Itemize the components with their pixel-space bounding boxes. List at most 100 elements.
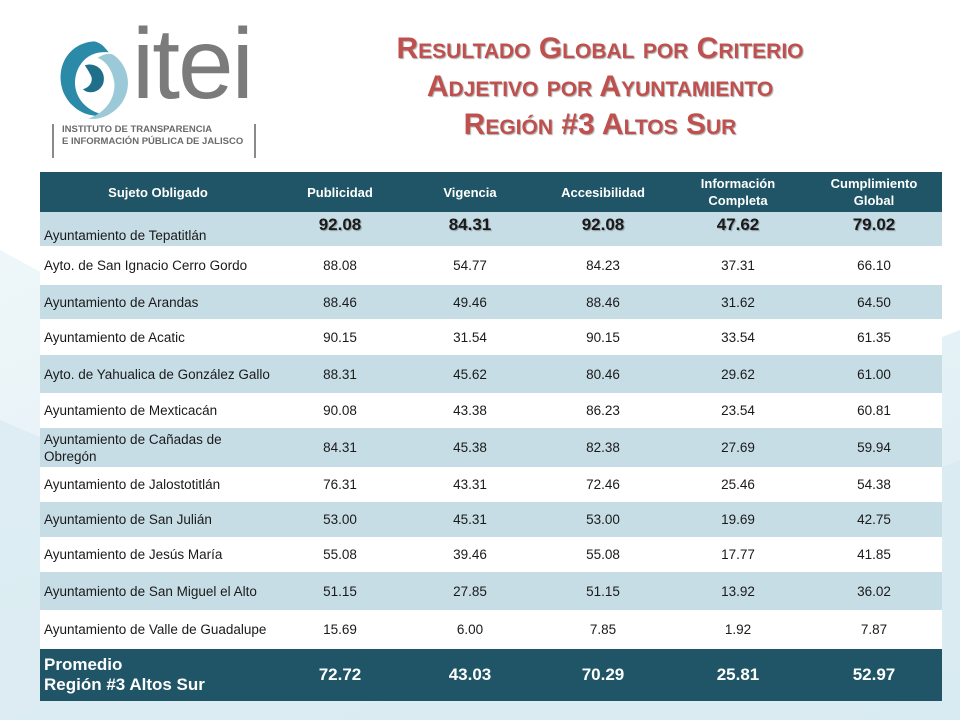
row-value: 90.08	[276, 393, 404, 428]
row-value: 31.62	[670, 285, 806, 319]
header-sujeto-obligado: Sujeto Obligado	[40, 172, 276, 212]
row-value: 55.08	[536, 537, 670, 572]
row-name: Ayuntamiento de Mexticacán	[40, 393, 276, 428]
row-value: 79.02	[806, 212, 942, 246]
row-value: 15.69	[276, 610, 404, 649]
table-row: Ayuntamiento de Jalostotitlán 76.31 43.31 7…	[40, 467, 942, 502]
footer-value: 52.97	[806, 649, 942, 701]
logo-subtitle: INSTITUTO DE TRANSPARENCIA E INFORMACIÓN…	[52, 124, 256, 158]
row-value: 27.69	[670, 428, 806, 467]
itei-swirl-logo-icon	[60, 41, 128, 119]
row-value: 76.31	[276, 467, 404, 502]
row-value: 42.75	[806, 502, 942, 537]
row-value: 64.50	[806, 285, 942, 319]
row-value: 45.62	[404, 355, 536, 393]
row-value: 92.08	[536, 212, 670, 246]
row-value: 88.46	[536, 285, 670, 319]
table-header-row: Sujeto Obligado Publicidad Vigencia Acce…	[40, 172, 942, 212]
row-value: 37.31	[670, 246, 806, 285]
header-vigencia: Vigencia	[404, 172, 536, 212]
row-value: 51.15	[276, 572, 404, 610]
results-table: Sujeto Obligado Publicidad Vigencia Acce…	[40, 172, 942, 701]
table-row: Ayuntamiento de Tepatitlán 92.08 84.31 92.0…	[40, 212, 942, 246]
row-value: 61.00	[806, 355, 942, 393]
row-value: 27.85	[404, 572, 536, 610]
table-row: Ayuntamiento de Acatic 90.15 31.54 90.15 33.…	[40, 319, 942, 355]
header-accesibilidad: Accesibilidad	[536, 172, 670, 212]
footer-label-line1: Promedio	[44, 655, 123, 674]
row-value: 49.46	[404, 285, 536, 319]
row-value: 54.38	[806, 467, 942, 502]
footer-value: 25.81	[670, 649, 806, 701]
row-value: 84.31	[404, 212, 536, 246]
header-cumplimiento-global: Cumplimiento Global	[806, 172, 942, 212]
title-line3: Región #3 Altos Sur	[463, 108, 737, 141]
row-value: 41.85	[806, 537, 942, 572]
row-value: 92.08	[276, 212, 404, 246]
row-value: 55.08	[276, 537, 404, 572]
row-name: Ayuntamiento de Cañadas de Obregón	[40, 428, 276, 467]
row-name: Ayuntamiento de Jalostotitlán	[40, 467, 276, 502]
row-value: 88.46	[276, 285, 404, 319]
row-value: 90.15	[276, 319, 404, 355]
row-value: 23.54	[670, 393, 806, 428]
footer-value: 72.72	[276, 649, 404, 701]
row-value: 61.35	[806, 319, 942, 355]
row-value: 80.46	[536, 355, 670, 393]
row-value: 45.38	[404, 428, 536, 467]
logo-subtitle-line2: E INFORMACIÓN PÚBLICA DE JALISCO	[62, 136, 244, 147]
row-value: 66.10	[806, 246, 942, 285]
footer-value: 43.03	[404, 649, 536, 701]
table-row: Ayuntamiento de Arandas 88.46 49.46 88.46 31…	[40, 285, 942, 319]
row-value: 72.46	[536, 467, 670, 502]
row-value: 60.81	[806, 393, 942, 428]
row-value: 36.02	[806, 572, 942, 610]
row-value: 82.38	[536, 428, 670, 467]
row-value: 84.31	[276, 428, 404, 467]
row-value: 33.54	[670, 319, 806, 355]
row-value: 51.15	[536, 572, 670, 610]
row-value: 43.31	[404, 467, 536, 502]
row-name: Ayuntamiento de Tepatitlán	[40, 212, 276, 246]
table-row: Ayto. de San Ignacio Cerro Gordo 88.08 54.…	[40, 246, 942, 285]
row-value: 53.00	[276, 502, 404, 537]
row-value: 39.46	[404, 537, 536, 572]
title-line2: Adjetivo por Ayuntamiento	[426, 70, 774, 103]
table-row: Ayto. de Yahualica de González Gallo 88.3…	[40, 355, 942, 393]
row-value: 6.00	[404, 610, 536, 649]
row-name: Ayto. de San Ignacio Cerro Gordo	[40, 246, 276, 285]
row-name: Ayuntamiento de San Julián	[40, 502, 276, 537]
row-value: 1.92	[670, 610, 806, 649]
row-value: 54.77	[404, 246, 536, 285]
row-value: 29.62	[670, 355, 806, 393]
itei-logo: itei INSTITUTO DE TRANSPARENCIA E INFORM…	[40, 14, 280, 158]
row-value: 25.46	[670, 467, 806, 502]
row-value: 31.54	[404, 319, 536, 355]
row-value: 53.00	[536, 502, 670, 537]
table-row: Ayuntamiento de San Julián 53.00 45.31 53.0…	[40, 502, 942, 537]
row-name: Ayuntamiento de Jesús María	[40, 537, 276, 572]
row-name: Ayuntamiento de Acatic	[40, 319, 276, 355]
logo-wordmark: itei	[132, 8, 254, 120]
row-value: 7.85	[536, 610, 670, 649]
title-line1: Resultado Global por Criterio	[396, 32, 804, 65]
row-value: 19.69	[670, 502, 806, 537]
row-value: 13.92	[670, 572, 806, 610]
row-name: Ayuntamiento de Arandas	[40, 285, 276, 319]
row-value: 47.62	[670, 212, 806, 246]
row-value: 86.23	[536, 393, 670, 428]
page-title: Resultado Global por Criterio Adjetivo p…	[300, 30, 900, 144]
table-row: Ayuntamiento de Jesús María 55.08 39.46 55.…	[40, 537, 942, 572]
header-informacion-completa: Información Completa	[670, 172, 806, 212]
table-row: Ayuntamiento de San Miguel el Alto 51.15 2…	[40, 572, 942, 610]
row-value: 45.31	[404, 502, 536, 537]
footer-label: Promedio Región #3 Altos Sur	[40, 649, 276, 701]
table-row: Ayuntamiento de Cañadas de Obregón 84.31 4…	[40, 428, 942, 467]
header-publicidad: Publicidad	[276, 172, 404, 212]
table-row: Ayuntamiento de Valle de Guadalupe 15.69 6…	[40, 610, 942, 649]
row-name: Ayuntamiento de San Miguel el Alto	[40, 572, 276, 610]
row-value: 88.31	[276, 355, 404, 393]
row-value: 59.94	[806, 428, 942, 467]
table-row: Ayuntamiento de Mexticacán 90.08 43.38 86.2…	[40, 393, 942, 428]
footer-value: 70.29	[536, 649, 670, 701]
